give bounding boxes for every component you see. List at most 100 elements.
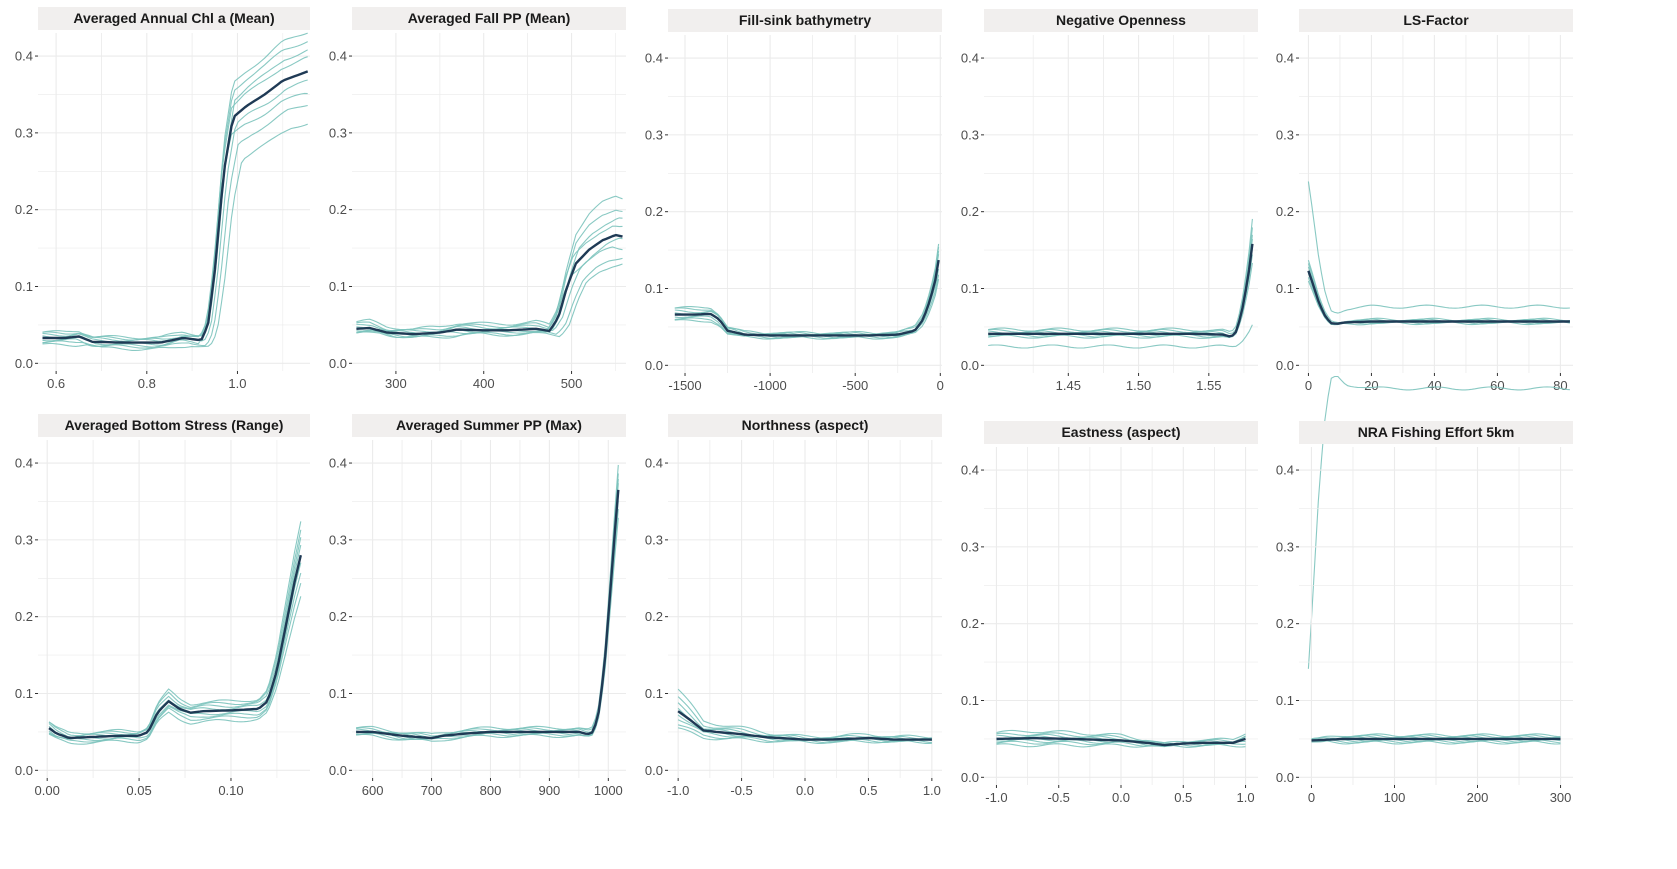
gridlines <box>668 440 942 778</box>
mean-line <box>356 489 620 740</box>
x-tick-label: 0.10 <box>218 783 243 798</box>
mean-line <box>677 710 932 741</box>
panel-title: Eastness (aspect) <box>1061 424 1180 440</box>
replicate-line <box>677 727 932 744</box>
x-tick-label: 900 <box>539 783 561 798</box>
replicate-line <box>1307 273 1570 326</box>
panel-1: Averaged Annual Chl a (Mean) 0.0 0.1 0.2 0.3… <box>15 7 310 391</box>
replicate-line <box>356 517 619 742</box>
panel-title: NRA Fishing Effort 5km <box>1358 424 1515 440</box>
replicate-line <box>996 743 1246 748</box>
y-tick-label: 0.1 <box>961 281 979 296</box>
y-tick-label: 0.4 <box>15 456 33 471</box>
x-tick-label: 80 <box>1553 378 1567 393</box>
panel-title: Averaged Summer PP (Max) <box>396 417 582 433</box>
replicate-line <box>42 104 308 349</box>
x-tick-label: 0.0 <box>796 783 814 798</box>
panel-title: Negative Openness <box>1056 12 1186 28</box>
x-tick-label: 1.50 <box>1126 378 1151 393</box>
y-tick-label: 0.1 <box>645 281 663 296</box>
y-tick-label: 0.4 <box>1276 463 1294 478</box>
y-tick-label: 0.1 <box>15 686 33 701</box>
y-tick-label: 0.0 <box>961 358 979 373</box>
panel-title: LS-Factor <box>1403 12 1469 28</box>
replicate-line <box>42 49 308 342</box>
gridlines <box>38 440 310 778</box>
y-tick-label: 0.0 <box>329 763 347 778</box>
gridlines <box>1299 447 1573 785</box>
x-tick-label: -0.5 <box>1048 790 1070 805</box>
y-tick-label: 0.1 <box>1276 281 1294 296</box>
mean-line <box>48 554 302 740</box>
y-tick-label: 0.3 <box>1276 127 1294 142</box>
panel-7: Averaged Summer PP (Max) 0.0 0.1 0.2 0.3 0.4 6… <box>329 414 626 798</box>
mean-line <box>1307 270 1570 325</box>
replicate-line <box>1307 260 1570 324</box>
gridlines <box>38 33 310 371</box>
y-tick-label: 0.2 <box>329 609 347 624</box>
replicate-line <box>988 246 1253 338</box>
replicate-line <box>356 263 623 339</box>
gridlines <box>668 35 942 373</box>
panel-5: LS-Factor 0.0 0.1 0.2 0.3 0.4 0 20 40 60 80 <box>1276 9 1573 669</box>
panel-3: Fill-sink bathymetry 0.0 0.1 0.2 0.3 0.4 -1500… <box>645 9 944 393</box>
panel-title: Averaged Annual Chl a (Mean) <box>73 10 274 26</box>
x-tick-label: -1.0 <box>985 790 1007 805</box>
replicate-line <box>988 254 1253 338</box>
panel-strip <box>352 414 626 437</box>
y-tick-label: 0.3 <box>15 125 33 140</box>
y-tick-label: 0.2 <box>329 202 347 217</box>
y-tick-label: 0.2 <box>1276 616 1294 631</box>
x-tick-label: 1.0 <box>923 783 941 798</box>
y-tick-label: 0.3 <box>1276 539 1294 554</box>
x-tick-label: 1.0 <box>1237 790 1255 805</box>
x-tick-label: 0 <box>1308 790 1315 805</box>
replicate-line <box>988 324 1253 349</box>
panel-title: Northness (aspect) <box>742 417 869 433</box>
x-tick-label: 0.0 <box>1112 790 1130 805</box>
x-tick-label: -1500 <box>668 378 701 393</box>
y-tick-label: 0.1 <box>329 686 347 701</box>
panel-strip <box>1299 9 1573 32</box>
x-tick-label: 1000 <box>594 783 623 798</box>
x-tick-label: 0.00 <box>35 783 60 798</box>
x-tick-label: 300 <box>385 376 407 391</box>
y-tick-label: 0.0 <box>329 356 347 371</box>
gridlines <box>984 447 1258 785</box>
x-tick-label: 400 <box>473 376 495 391</box>
x-tick-label: -500 <box>842 378 868 393</box>
x-tick-label: 40 <box>1427 378 1441 393</box>
x-tick-label: 0 <box>937 378 944 393</box>
x-tick-label: 500 <box>561 376 583 391</box>
replicate-line <box>988 218 1253 332</box>
y-tick-label: 0.1 <box>329 279 347 294</box>
y-tick-label: 0.3 <box>645 532 663 547</box>
panel-title: Fill-sink bathymetry <box>739 12 871 28</box>
gridlines <box>1299 35 1573 373</box>
x-tick-label: 800 <box>480 783 502 798</box>
y-tick-label: 0.3 <box>329 532 347 547</box>
y-tick-label: 0.0 <box>645 763 663 778</box>
replicate-line <box>674 268 940 339</box>
mean-line <box>988 243 1254 338</box>
panel-strip <box>38 7 310 30</box>
replicate-line <box>1307 181 1570 314</box>
y-tick-label: 0.0 <box>645 358 663 373</box>
panel-8: Northness (aspect) 0.0 0.1 0.2 0.3 0.4 -1.0 -0.… <box>645 414 942 798</box>
replicate-line <box>674 250 940 337</box>
replicate-line <box>42 92 308 348</box>
x-tick-label: 0.5 <box>1174 790 1192 805</box>
y-tick-label: 0.0 <box>15 763 33 778</box>
panel-strip <box>984 421 1258 444</box>
panel-strip <box>38 414 310 437</box>
replicate-line <box>1307 263 1570 325</box>
gridlines <box>352 440 626 778</box>
replicate-line <box>674 262 940 338</box>
x-tick-label: 0.05 <box>126 783 151 798</box>
replicate-line <box>988 262 1253 339</box>
x-tick-label: 600 <box>362 783 384 798</box>
y-tick-label: 0.2 <box>15 609 33 624</box>
x-tick-label: 300 <box>1550 790 1572 805</box>
panel-title: Averaged Fall PP (Mean) <box>408 10 571 26</box>
